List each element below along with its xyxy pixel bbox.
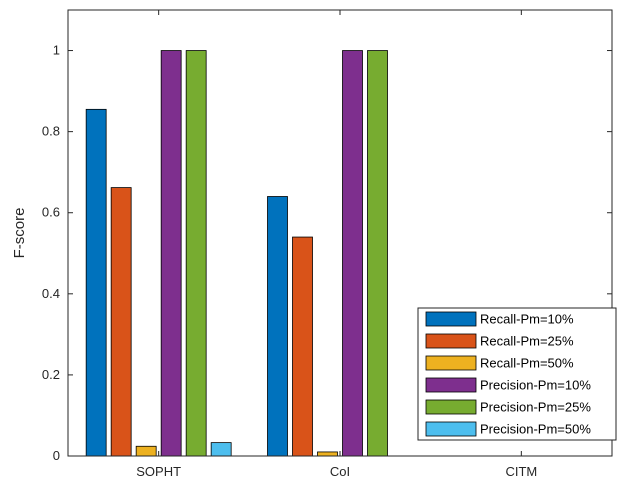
- x-tick-label: CoI: [330, 464, 350, 479]
- legend-swatch: [425, 377, 477, 393]
- y-tick-label: 0.2: [42, 367, 60, 382]
- legend-swatch: [425, 355, 477, 371]
- legend-label: Precision-Pm=10%: [480, 378, 591, 393]
- y-tick-label: 0.4: [42, 286, 60, 301]
- bar: [267, 196, 288, 457]
- legend-label: Precision-Pm=50%: [480, 422, 591, 437]
- legend-swatch: [425, 333, 477, 349]
- legend-swatch: [425, 311, 477, 327]
- legend-label: Recall-Pm=25%: [480, 334, 574, 349]
- bar: [110, 187, 132, 457]
- y-tick-label: 0.8: [42, 124, 60, 139]
- x-tick-label: SOPHT: [136, 464, 181, 479]
- bar: [367, 50, 388, 457]
- legend-label: Precision-Pm=25%: [480, 400, 591, 415]
- y-tick-label: 0.6: [42, 205, 60, 220]
- y-tick-label: 0: [53, 448, 60, 463]
- bar: [292, 236, 313, 457]
- bar: [160, 50, 182, 457]
- bar: [317, 451, 338, 457]
- y-tick-label: 1: [53, 43, 60, 58]
- axes-layer: 0 0.2 0.4 0.6 0.8 1 SOPHT CoI CITM: [42, 10, 612, 479]
- legend-box: [417, 307, 617, 441]
- bar: [342, 50, 363, 457]
- y-axis-label: F-score: [11, 208, 28, 259]
- legend: Recall-Pm=10% Recall-Pm=25% Recall-Pm=50% P…: [417, 307, 617, 441]
- bar: [210, 442, 232, 457]
- bar: [135, 445, 157, 457]
- bar: [85, 108, 107, 457]
- legend-label: Recall-Pm=10%: [480, 312, 574, 327]
- x-tick-label: CITM: [505, 464, 537, 479]
- legend-swatch: [425, 399, 477, 415]
- legend-swatch: [425, 421, 477, 437]
- bars-layer: [85, 50, 388, 457]
- bar: [185, 50, 207, 457]
- legend-label: Recall-Pm=50%: [480, 356, 574, 371]
